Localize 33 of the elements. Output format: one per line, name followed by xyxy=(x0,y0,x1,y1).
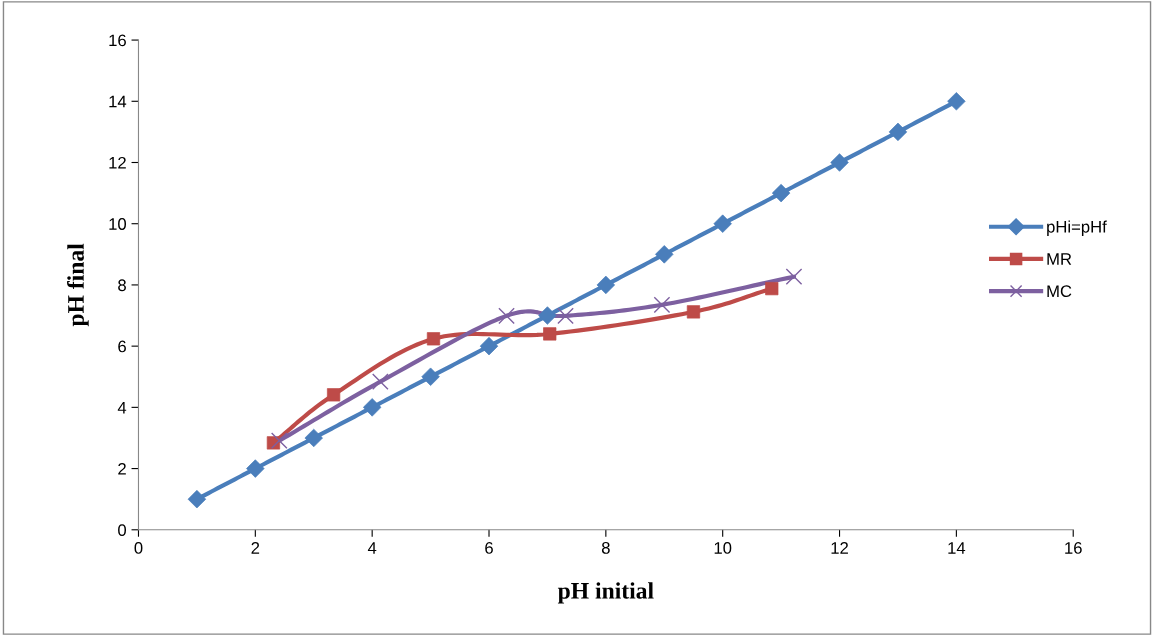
point xyxy=(362,398,382,417)
y-tick-label: 16 xyxy=(109,34,126,47)
x-axis-title: pH initial xyxy=(557,582,654,604)
x-tick-label: 14 xyxy=(948,542,966,554)
point xyxy=(498,307,515,325)
y-tick-label: 6 xyxy=(118,340,126,353)
legend-label: pHi=pHf xyxy=(1047,220,1107,237)
y-tick-label: 10 xyxy=(109,218,127,230)
y-tick-label: 2 xyxy=(118,462,126,475)
point xyxy=(421,367,440,386)
legend-label: MR xyxy=(1047,253,1072,265)
point xyxy=(785,268,803,285)
point xyxy=(372,373,389,390)
x-tick-label: 0 xyxy=(134,542,143,554)
point xyxy=(304,428,323,448)
y-tick-label: 0 xyxy=(118,524,127,536)
x-tick-label: 6 xyxy=(485,542,493,554)
point xyxy=(765,282,779,296)
point xyxy=(270,432,288,450)
x-tick-label: 8 xyxy=(601,542,610,554)
point xyxy=(557,307,574,325)
y-tick-label: 14 xyxy=(109,95,127,108)
legend-label: MC xyxy=(1047,285,1072,298)
y-tick-label: 4 xyxy=(117,401,127,414)
y-axis-title: pH final xyxy=(67,243,89,327)
x-tick-label: 16 xyxy=(1065,542,1082,554)
point xyxy=(653,296,671,314)
y-tick-label: 12 xyxy=(109,156,126,169)
x-tick-label: 4 xyxy=(367,542,377,554)
x-tick-label: 12 xyxy=(831,542,848,554)
x-tick-label: 2 xyxy=(251,542,260,554)
y-tick-label: 8 xyxy=(118,279,126,292)
x-tick-label: 10 xyxy=(714,542,732,554)
